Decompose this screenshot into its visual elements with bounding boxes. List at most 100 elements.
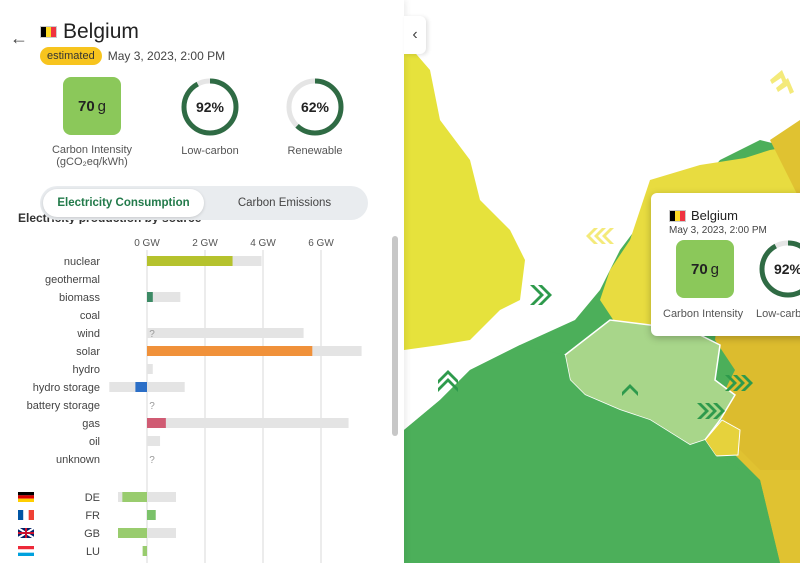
flag-stripe-black (41, 27, 46, 37)
arrow-left-icon[interactable]: ← (10, 28, 28, 48)
tooltip-country: Belgium (691, 208, 738, 223)
low-carbon-metric: 92% Low-carbon (172, 77, 248, 157)
production-bar (135, 382, 147, 392)
wind-arrow-icon (697, 403, 709, 419)
production-chart-svg: 0 GW 2 GW 4 GW 6 GW nuclear geothermal biomass… (17, 238, 362, 563)
wind-arrow-icon (538, 285, 552, 305)
production-bar (147, 292, 153, 302)
capacity-bar (147, 328, 304, 338)
datetime-label: May 3, 2023, 2:00 PM (107, 49, 226, 63)
wind-arrow-icon (586, 228, 598, 244)
tick-label: 0 GW (134, 238, 160, 249)
unknown-marker: ? (149, 401, 155, 412)
wind-arrow-icon (530, 285, 544, 305)
region-fr[interactable] (404, 345, 780, 563)
flag-stripe (18, 510, 24, 520)
flag-stripe (18, 549, 34, 553)
ring-fill (181, 78, 239, 136)
flag-stripe (18, 546, 34, 550)
category-label: oil (89, 436, 100, 448)
carbon-intensity-box: 70 g (63, 77, 121, 135)
carbon-emissions-tab[interactable]: Carbon Emissions (237, 197, 332, 209)
category-label: geothermal (45, 274, 100, 286)
wind-arrows (438, 285, 753, 419)
production-chart: 0 GW 2 GW 4 GW 6 GW nuclear geothermal biomass… (0, 230, 395, 563)
exchange-label: FR (85, 510, 100, 522)
low-carbon-value: 92% (195, 99, 225, 115)
category-label: wind (76, 328, 100, 340)
low-carbon-ring-svg (181, 78, 239, 136)
flag-stripe (23, 510, 29, 520)
tooltip-low-carbon-value: 92% (773, 261, 800, 277)
capacity-bar (147, 436, 161, 446)
exchange-bar (142, 546, 147, 556)
category-label: hydro storage (33, 382, 100, 394)
flag-stripe-yellow (675, 210, 680, 221)
carbon-intensity-value: 70 (77, 97, 95, 115)
category-label: biomass (59, 292, 100, 304)
ring-fill (286, 78, 344, 136)
exchange-label: LU (86, 546, 100, 558)
renewable-label: Renewable (287, 145, 343, 157)
exchange-bar (118, 528, 147, 538)
wind-arrows-yellow (586, 70, 794, 244)
sea-area (404, 0, 800, 430)
flag-stripe (28, 510, 34, 520)
tick-label: 6 GW (308, 238, 334, 249)
belgium-flag-icon (669, 209, 686, 222)
carbon-intensity-metric: 70 g Carbon Intensity (gCO₂eq/kWh) (38, 77, 146, 168)
map-tooltip: Belgium May 3, 2023, 2:00 PM 70 g Carbon… (651, 193, 800, 336)
tooltip-header: Belgium (669, 208, 738, 223)
panel-scrollbar[interactable] (392, 236, 398, 436)
flag-stripe-black (670, 210, 675, 221)
wind-arrow-icon (741, 375, 753, 391)
category-label: unknown (56, 454, 100, 466)
renewable-metric: 62% Renewable (277, 77, 353, 157)
capacity-bar (147, 292, 181, 302)
low-carbon-ring: 92% (180, 77, 240, 137)
tooltip-ci-label: Carbon Intensity (663, 308, 744, 320)
low-carbon-label: Low-carbon (181, 145, 239, 157)
wind-arrow-icon (776, 78, 794, 94)
unknown-marker: ? (149, 455, 155, 466)
tooltip-date: May 3, 2023, 2:00 PM (669, 225, 767, 236)
exchange-label: GB (84, 528, 100, 540)
flag-stripe-yellow (46, 27, 51, 37)
renewable-ring: 62% (285, 77, 345, 137)
wind-arrow-icon (705, 403, 717, 419)
panel-header: Belgium (40, 20, 139, 44)
exchange-bar (147, 510, 156, 520)
exchange-label: DE (85, 492, 100, 504)
renewable-ring-svg (286, 78, 344, 136)
tooltip-carbon-intensity-box: 70 g (676, 240, 734, 298)
wind-arrow-icon (725, 375, 737, 391)
production-bar (147, 256, 233, 266)
carbon-intensity-label: Carbon Intensity (51, 144, 133, 156)
flag-stripe (18, 498, 34, 502)
ring-fill (759, 240, 800, 298)
flag-stripe (18, 492, 34, 496)
flag-stripe-red (680, 210, 685, 221)
category-label: solar (76, 346, 100, 358)
flag-stripe (18, 495, 34, 499)
chevron-left-icon: ‹ (412, 26, 418, 43)
collapse-panel-button[interactable]: ‹ (404, 16, 426, 54)
wind-arrow-icon (733, 375, 745, 391)
wind-arrow-icon (713, 403, 725, 419)
tooltip-low-carbon-ring: 92% (758, 239, 800, 299)
exchange-bar (122, 492, 147, 502)
category-label: battery storage (27, 400, 100, 412)
wind-arrow-icon (602, 228, 614, 244)
country-title: Belgium (63, 20, 139, 43)
tooltip-ci-unit: g (710, 260, 720, 278)
flag-cross (18, 528, 34, 538)
tick-label: 2 GW (192, 238, 218, 249)
category-label: hydro (72, 364, 100, 376)
wind-arrow-icon (438, 378, 458, 392)
wind-arrow-icon (594, 228, 606, 244)
electricity-consumption-tab[interactable]: Electricity Consumption (43, 189, 204, 217)
region-gb[interactable] (404, 40, 525, 350)
belgium-flag-icon (40, 26, 57, 38)
tooltip-ci-value: 70 (690, 260, 708, 278)
region-lu[interactable] (704, 419, 741, 457)
